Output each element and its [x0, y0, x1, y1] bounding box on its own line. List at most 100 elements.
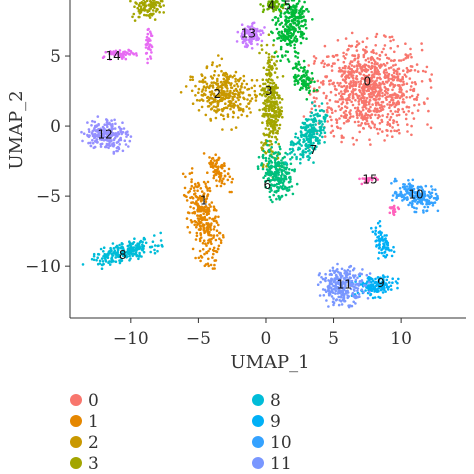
- data-point: [372, 97, 376, 101]
- data-point: [407, 110, 411, 113]
- data-point: [208, 216, 211, 220]
- data-point: [301, 126, 305, 130]
- data-point: [304, 143, 307, 147]
- data-point: [213, 164, 217, 167]
- data-point: [214, 172, 218, 176]
- data-point: [392, 250, 396, 254]
- data-point: [146, 32, 150, 36]
- data-point: [295, 182, 299, 186]
- data-point: [266, 115, 270, 118]
- data-point: [288, 186, 291, 189]
- data-point: [204, 86, 208, 90]
- data-point: [276, 17, 280, 20]
- data-point: [323, 135, 327, 138]
- data-point: [348, 304, 352, 307]
- data-point: [321, 123, 324, 126]
- data-point: [314, 123, 317, 126]
- data-point: [109, 248, 113, 252]
- data-point: [404, 57, 408, 60]
- data-point: [279, 45, 283, 49]
- data-point: [328, 269, 332, 273]
- data-point: [226, 113, 230, 116]
- data-point: [344, 279, 348, 282]
- data-point: [362, 77, 366, 81]
- data-point: [304, 83, 308, 87]
- data-point: [267, 127, 271, 131]
- data-point: [332, 134, 336, 138]
- data-point: [151, 5, 154, 9]
- data-point: [303, 65, 306, 69]
- data-point: [429, 126, 433, 130]
- data-point: [126, 133, 130, 136]
- data-point: [224, 102, 227, 105]
- data-point: [405, 189, 408, 193]
- data-point: [397, 277, 400, 281]
- legend-key-0: [70, 394, 82, 406]
- data-point: [302, 134, 306, 138]
- data-point: [234, 80, 237, 83]
- data-point: [354, 92, 358, 96]
- data-point: [365, 45, 368, 49]
- data-point: [279, 59, 282, 62]
- data-point: [228, 91, 232, 95]
- data-point: [279, 147, 282, 151]
- data-point: [336, 39, 340, 42]
- data-point: [367, 275, 371, 279]
- data-point: [242, 74, 246, 78]
- data-point: [195, 200, 198, 203]
- data-point: [277, 151, 280, 154]
- data-point: [354, 283, 358, 286]
- data-point: [376, 92, 380, 95]
- data-point: [98, 259, 102, 263]
- data-point: [208, 161, 211, 165]
- data-point: [270, 55, 274, 58]
- data-point: [391, 194, 395, 197]
- data-point: [304, 18, 307, 22]
- data-point: [211, 256, 214, 259]
- data-point: [134, 1, 137, 4]
- data-point: [391, 88, 394, 92]
- data-point: [359, 72, 362, 76]
- data-point: [209, 159, 213, 163]
- data-point: [341, 78, 345, 81]
- data-point: [81, 263, 85, 266]
- data-point: [379, 233, 383, 236]
- cluster-6-points: [256, 139, 299, 204]
- data-point: [411, 200, 414, 203]
- data-point: [260, 29, 264, 33]
- data-point: [298, 0, 301, 3]
- data-point: [277, 127, 281, 130]
- data-point: [284, 175, 287, 178]
- data-point: [213, 159, 216, 162]
- data-point: [312, 96, 316, 99]
- data-point: [338, 98, 342, 101]
- data-point: [385, 282, 388, 286]
- data-point: [227, 93, 230, 96]
- data-point: [195, 231, 199, 235]
- data-point: [200, 198, 204, 202]
- data-point: [216, 247, 220, 251]
- data-point: [305, 88, 308, 91]
- data-point: [296, 67, 299, 71]
- data-point: [104, 145, 108, 148]
- data-point: [305, 98, 309, 101]
- data-point: [351, 268, 355, 272]
- data-point: [145, 35, 149, 39]
- data-point: [209, 228, 213, 231]
- data-point: [329, 115, 332, 119]
- data-point: [277, 36, 281, 40]
- data-point: [209, 205, 212, 208]
- data-point: [213, 263, 216, 267]
- data-point: [340, 140, 343, 144]
- data-point: [292, 142, 296, 146]
- data-point: [315, 145, 318, 148]
- data-point: [206, 189, 209, 192]
- data-point: [341, 281, 344, 285]
- data-point: [374, 87, 377, 91]
- data-point: [232, 89, 236, 93]
- data-point: [360, 99, 364, 103]
- data-point: [414, 195, 418, 199]
- data-point: [272, 193, 276, 197]
- data-point: [385, 61, 389, 65]
- data-point: [324, 113, 328, 117]
